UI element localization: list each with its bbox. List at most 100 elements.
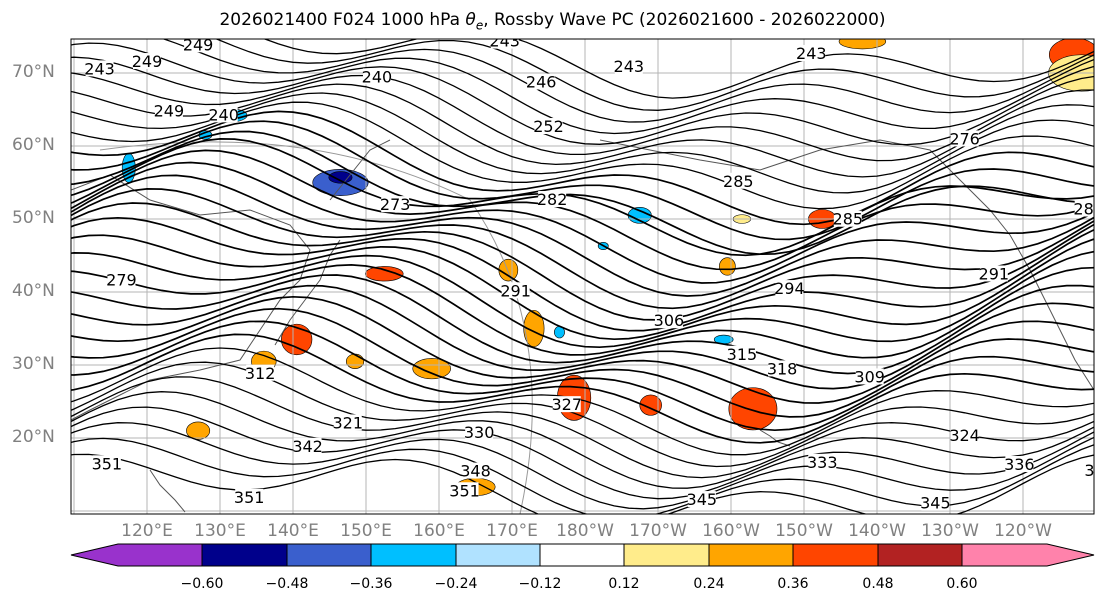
contour-labels: 249 249 243 243 240 246 243 243 249 240 252 276 285 2… <box>84 39 1105 513</box>
hawaii-coast <box>759 429 791 447</box>
contour-label-bg <box>654 312 683 329</box>
map-title: 2026021400 F024 1000 hPa θe, Rossby Wave… <box>0 10 1105 32</box>
map-frame <box>70 38 1095 515</box>
anomaly-blob <box>345 353 365 369</box>
lon-label-160e: 160°E <box>413 521 465 541</box>
contour-label-bg <box>614 58 643 75</box>
lon-label-130w: 130°W <box>921 521 979 541</box>
contour-label-bg <box>921 494 950 511</box>
contour-line <box>71 56 1094 146</box>
contour-label: 294 <box>774 279 805 298</box>
contour-line <box>71 83 1094 178</box>
theta-subscript: e <box>475 18 484 33</box>
contour-label-bg <box>727 345 756 362</box>
contour-line <box>71 72 1094 162</box>
contour-label-bg <box>808 453 837 470</box>
lon-label-170e: 170°E <box>486 521 538 541</box>
contour-line <box>71 333 1094 444</box>
contour-label: 291 <box>500 281 531 300</box>
colorbar-tick-label: −0.24 <box>434 576 478 592</box>
contour-line <box>71 174 1094 297</box>
contour-line <box>71 284 1094 390</box>
lat-label-40n: 40°N <box>12 281 55 301</box>
contour-label: 249 <box>132 52 163 71</box>
contour-label: 243 <box>614 57 645 76</box>
lat-label-60n: 60°N <box>12 135 55 155</box>
contour-line <box>71 347 1094 456</box>
contour-label: 243 <box>84 59 115 78</box>
contour-label-bg <box>979 265 1008 282</box>
contour-label: 252 <box>533 117 564 136</box>
contour-label-bg <box>293 437 322 454</box>
contour-line <box>71 295 1094 404</box>
lon-label-180w: 180°W <box>556 521 614 541</box>
contour-label: 339 <box>1084 461 1105 480</box>
colorbar-cell <box>793 544 878 566</box>
contour-label: 318 <box>767 359 798 378</box>
contour-label-bg <box>1074 200 1094 217</box>
contour-label-bg <box>490 39 519 49</box>
contour-label-bg <box>724 172 753 189</box>
contour-label-bg <box>461 462 490 479</box>
anomaly-blob <box>498 258 519 282</box>
contour-line <box>71 422 1094 510</box>
contour-line <box>71 130 1094 256</box>
colorbar-cell <box>709 544 793 566</box>
contour-label-bg <box>950 130 979 147</box>
contour-line <box>71 437 1094 514</box>
contour-line <box>71 216 1094 332</box>
lon-label-120e: 120°E <box>121 521 173 541</box>
contour-label: 324 <box>949 426 980 445</box>
contour-line <box>71 406 1094 500</box>
contour-label-bg <box>465 423 494 440</box>
contour-line <box>71 320 1094 432</box>
colorbar-cell <box>878 544 962 566</box>
contour-label-bg <box>534 118 563 135</box>
contour-label: 333 <box>807 453 838 472</box>
contour-label: 285 <box>833 210 864 229</box>
contour-label-bg <box>92 455 121 472</box>
contour-line <box>71 250 1094 349</box>
lon-label-150w: 150°W <box>775 521 833 541</box>
contour-line <box>71 110 1094 226</box>
colorbar-tick-label: 0.24 <box>693 576 725 592</box>
contour-label: 243 <box>796 44 827 63</box>
contour-label: 240 <box>362 67 393 86</box>
contour-label: 249 <box>154 102 185 121</box>
contour-label-bg <box>133 53 161 70</box>
contour-label: 240 <box>208 105 239 124</box>
lon-label-140e: 140°E <box>267 521 319 541</box>
contour-label-bg <box>154 102 183 119</box>
colorbar-cells <box>71 544 1094 566</box>
contour-label-bg <box>527 73 556 90</box>
contour-line <box>71 234 1094 341</box>
theta-symbol: θ <box>465 10 476 30</box>
contour-label: 309 <box>854 367 885 386</box>
anomaly-blob <box>838 39 887 50</box>
contour-label: 345 <box>920 494 951 513</box>
contour-label: 288 <box>1073 200 1104 219</box>
colorbar-cell <box>371 544 456 566</box>
contour-label: 342 <box>292 437 323 456</box>
contour-label-bg <box>797 45 826 62</box>
contour-line <box>161 39 1094 123</box>
theta-e-contours <box>71 39 1094 514</box>
contour-label: 321 <box>332 413 363 432</box>
lon-label-140w: 140°W <box>848 521 906 541</box>
contour-label-bg <box>85 60 114 77</box>
asia-coast <box>71 174 311 421</box>
lat-label-20n: 20°N <box>12 427 55 447</box>
contour-label-bg <box>538 191 567 208</box>
anomaly-blob <box>719 257 736 276</box>
contour-label: 282 <box>537 190 568 209</box>
contour-line <box>71 307 1094 418</box>
colorbar-cell <box>71 544 202 566</box>
contour-line <box>71 42 1094 135</box>
colorbar-cell <box>962 544 1094 566</box>
colorbar-tick-label: −0.36 <box>349 576 393 592</box>
contour-line <box>71 376 1094 479</box>
contour-label: 306 <box>654 311 685 330</box>
contour-label-bg <box>950 426 979 443</box>
colorbar-cell <box>540 544 624 566</box>
